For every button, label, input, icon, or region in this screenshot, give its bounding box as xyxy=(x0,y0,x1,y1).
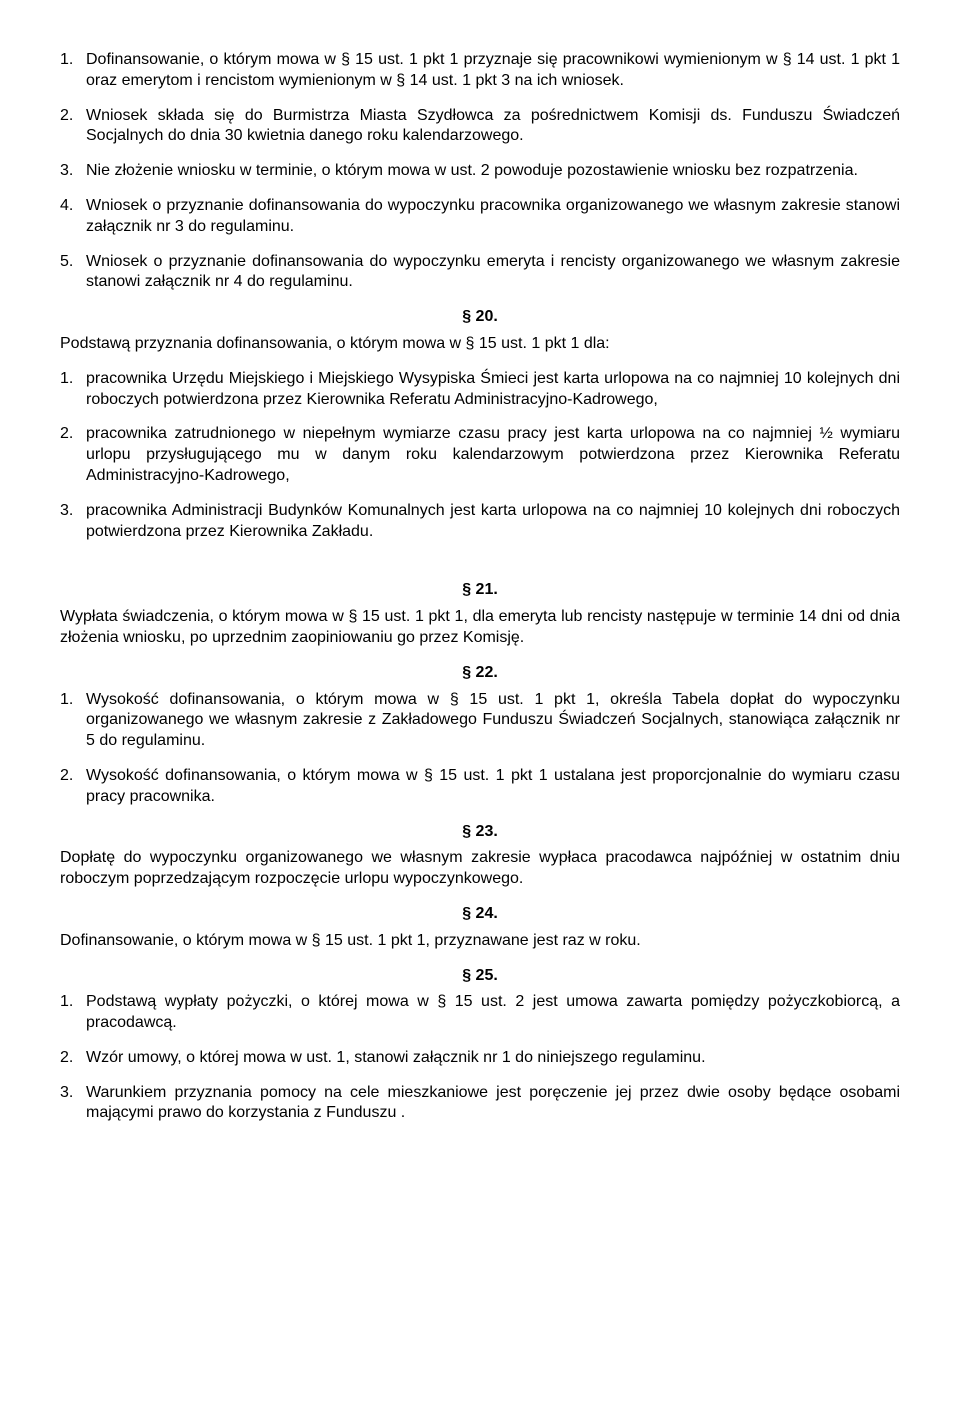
list-item: 2. Wzór umowy, o której mowa w ust. 1, s… xyxy=(60,1048,900,1069)
list-item: 2. Wysokość dofinansowania, o którym mow… xyxy=(60,766,900,808)
list-item: 2. Wniosek składa się do Burmistrza Mias… xyxy=(60,106,900,148)
list-item: 2. pracownika zatrudnionego w niepełnym … xyxy=(60,424,900,486)
section-heading-20: § 20. xyxy=(60,307,900,328)
list-number: 2. xyxy=(60,1048,86,1069)
list-text: Wzór umowy, o której mowa w ust. 1, stan… xyxy=(86,1048,900,1069)
list-number: 2. xyxy=(60,424,86,486)
list-number: 5. xyxy=(60,252,86,294)
list-text: Warunkiem przyznania pomocy na cele mies… xyxy=(86,1083,900,1125)
section-20-intro: Podstawą przyznania dofinansowania, o kt… xyxy=(60,334,900,355)
list-item: 1. pracownika Urzędu Miejskiego i Miejsk… xyxy=(60,369,900,411)
list-number: 3. xyxy=(60,1083,86,1125)
list-text: Wniosek o przyznanie dofinansowania do w… xyxy=(86,252,900,294)
list-item: 3. Nie złożenie wniosku w terminie, o kt… xyxy=(60,161,900,182)
section-heading-25: § 25. xyxy=(60,966,900,987)
list-item: 5. Wniosek o przyznanie dofinansowania d… xyxy=(60,252,900,294)
list-number: 4. xyxy=(60,196,86,238)
list-text: pracownika Urzędu Miejskiego i Miejskieg… xyxy=(86,369,900,411)
list-text: Wysokość dofinansowania, o którym mowa w… xyxy=(86,690,900,752)
list-number: 1. xyxy=(60,369,86,411)
section-21-text: Wypłata świadczenia, o którym mowa w § 1… xyxy=(60,607,900,649)
list-item: 3. Warunkiem przyznania pomocy na cele m… xyxy=(60,1083,900,1125)
list-number: 1. xyxy=(60,50,86,92)
list-text: Dofinansowanie, o którym mowa w § 15 ust… xyxy=(86,50,900,92)
section-heading-24: § 24. xyxy=(60,904,900,925)
list-item: 1. Podstawą wypłaty pożyczki, o której m… xyxy=(60,992,900,1034)
list-text: Wysokość dofinansowania, o którym mowa w… xyxy=(86,766,900,808)
list-item: 1. Wysokość dofinansowania, o którym mow… xyxy=(60,690,900,752)
list-text: pracownika zatrudnionego w niepełnym wym… xyxy=(86,424,900,486)
section-heading-21: § 21. xyxy=(60,580,900,601)
list-number: 1. xyxy=(60,992,86,1034)
list-number: 2. xyxy=(60,766,86,808)
list-text: pracownika Administracji Budynków Komuna… xyxy=(86,501,900,543)
list-item: 3. pracownika Administracji Budynków Kom… xyxy=(60,501,900,543)
list-item: 4. Wniosek o przyznanie dofinansowania d… xyxy=(60,196,900,238)
list-number: 3. xyxy=(60,501,86,543)
list-text: Podstawą wypłaty pożyczki, o której mowa… xyxy=(86,992,900,1034)
section-heading-22: § 22. xyxy=(60,663,900,684)
list-number: 1. xyxy=(60,690,86,752)
section-23-text: Dopłatę do wypoczynku organizowanego we … xyxy=(60,848,900,890)
section-heading-23: § 23. xyxy=(60,822,900,843)
list-text: Wniosek składa się do Burmistrza Miasta … xyxy=(86,106,900,148)
list-number: 3. xyxy=(60,161,86,182)
list-text: Wniosek o przyznanie dofinansowania do w… xyxy=(86,196,900,238)
list-number: 2. xyxy=(60,106,86,148)
list-item: 1. Dofinansowanie, o którym mowa w § 15 … xyxy=(60,50,900,92)
section-24-text: Dofinansowanie, o którym mowa w § 15 ust… xyxy=(60,931,900,952)
list-text: Nie złożenie wniosku w terminie, o który… xyxy=(86,161,900,182)
